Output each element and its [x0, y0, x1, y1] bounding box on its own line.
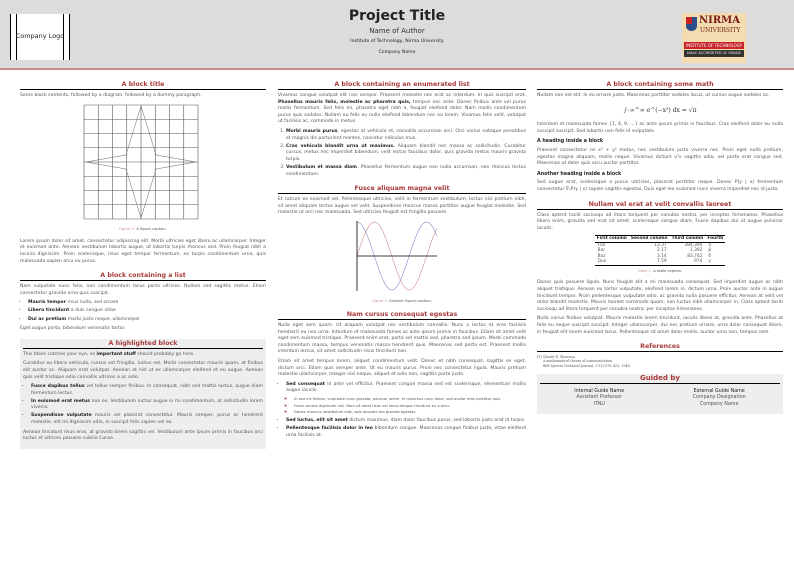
- block-heading: A block containing a list: [20, 271, 266, 282]
- block-heading: A block title: [20, 80, 266, 90]
- block-heading: Guided by: [540, 374, 780, 385]
- list-item: Sed luctus, elit sit amet dictum maximus…: [286, 418, 526, 425]
- block-heading: References: [537, 342, 783, 353]
- data-table: First column Second column Third column Fou…: [594, 235, 726, 266]
- figure-caption: Figure 1: A figure caption.: [119, 227, 167, 232]
- external-guide: External Guide Name Company Designation Co…: [692, 389, 746, 407]
- list-block: A block containing a list Nam vulputate …: [20, 271, 266, 333]
- bullet-list: Fusce dapibus tellus vel tellus semper f…: [31, 384, 263, 427]
- list-item: Morbi mauris purus, egestas at vehicula …: [286, 129, 526, 142]
- list-item: Vestibulum et massa diam. Phasellus ferm…: [286, 165, 526, 178]
- block-heading: Nullam vel erat at velit convallis laore…: [537, 200, 783, 210]
- block-heading: A block containing some math: [537, 80, 783, 90]
- sine-cosine-plot: [356, 220, 438, 291]
- table-row: Qux 7.59 974 γ: [597, 259, 711, 265]
- sub-list: In sed ert finibus, vulputate nunc gravi…: [294, 397, 526, 415]
- list-item: In euismod erat metus non ex. Vestibulum…: [31, 399, 263, 412]
- enumerated-list: Morbi mauris purus, egestas at vehicula …: [286, 129, 526, 178]
- block-title-block: A block title Some block contents, follo…: [20, 80, 266, 264]
- math-block: A block containing some math Nullam non …: [537, 80, 783, 192]
- block-heading: Fusce aliquam magna velit: [278, 184, 526, 195]
- cosine-curve: [356, 221, 438, 291]
- author-name: Name of Author: [369, 27, 425, 35]
- star-grid-diagram: [83, 104, 199, 219]
- block-heading: A highlighted block: [23, 339, 263, 349]
- list-item: Fusce dapibus tellus vel tellus semper f…: [31, 384, 263, 397]
- list-item: Pellentesque facilisis dolor in leo bibe…: [286, 426, 526, 439]
- equation: ∫₋∞^∞ e^(−x²) dx = √π: [623, 106, 697, 114]
- sine-curve: [356, 221, 438, 291]
- enumerated-list-block: A block containing an enumerated list Vi…: [278, 80, 526, 178]
- list-item: Mauris tempor risus nulla, sed ornare: [28, 300, 266, 307]
- table-caption: Table 1: A table caption.: [637, 268, 683, 273]
- sub-list-item: In sed ert finibus, vulputate nunc gravi…: [294, 397, 526, 402]
- guided-by-block: Guided by Internal Guide Name Assistant P…: [537, 374, 783, 415]
- highlighted-block: A highlighted block This block catches y…: [20, 338, 266, 449]
- sub-list-item: Donec rhoncus vestibulum erat, quis aliq…: [294, 410, 526, 415]
- star-shape: [85, 104, 197, 219]
- list-item: Dui ac pretium morbi justo neque, ullamc…: [28, 317, 266, 324]
- shield-icon: [686, 17, 697, 31]
- references-block: References [1] Claude E. Shannon. A math…: [537, 342, 783, 368]
- bullet-list: Sed consequat id ante vel efficitur. Pra…: [286, 382, 526, 439]
- list-item: Libero tincidunt a duis congue vitae: [28, 308, 266, 315]
- column-left: A block title Some block contents, follo…: [20, 80, 266, 455]
- poster-header: Company Logo Project Title Name of Autho…: [0, 0, 794, 70]
- list-item: Suspendisse vulputate mauris vel placera…: [31, 413, 263, 426]
- column-middle: A block containing an enumerated list Vi…: [278, 80, 526, 445]
- university-logo: NIRMA UNIVERSITY INSTITUTE OF TECHNOLOGY…: [682, 13, 746, 63]
- internal-guide: Internal Guide Name Assistant Professor IT…: [574, 389, 625, 407]
- project-title: Project Title: [348, 8, 446, 24]
- block-heading: Nam cursus consequat egestas: [278, 310, 526, 321]
- sub-heading: Another heading inside a block: [537, 171, 622, 177]
- institute: Institute of Technology, Nirma Universit…: [350, 39, 444, 44]
- bullet-list: Mauris tempor risus nulla, sed ornare Li…: [28, 300, 266, 323]
- table-row: Baz 3.14 83,742 δ: [597, 253, 711, 259]
- sub-heading: A heading inside a block: [537, 139, 604, 145]
- sub-list-item: Fusce ornare dignissim nisl. Nam sit ame…: [294, 404, 526, 409]
- table-row: Bar 2.17 1,392 β: [597, 248, 712, 254]
- figure-block: Fusce aliquam magna velit Et rutrum ex e…: [278, 184, 526, 303]
- block-heading: A block containing an enumerated list: [278, 80, 526, 90]
- nested-list-block: Nam cursus consequat egestas Nulla eget …: [278, 310, 526, 439]
- list-item: Sed consequat id ante vel efficitur. Pra…: [286, 382, 526, 415]
- table-block: Nullam vel erat at velit convallis laore…: [537, 200, 783, 335]
- company-logo: Company Logo: [10, 14, 70, 60]
- company-name: Company Name: [378, 50, 416, 55]
- column-right: A block containing some math Nullam non …: [537, 80, 783, 420]
- figure-caption: Figure 2: Another figure caption.: [372, 298, 432, 303]
- table-row: Foo 13.37 384,394 α: [597, 242, 712, 248]
- list-item: Cras vehicula blandit urna ut maximus. A…: [286, 144, 526, 164]
- reference-entry: [1] Claude E. Shannon. A mathematical th…: [537, 355, 631, 368]
